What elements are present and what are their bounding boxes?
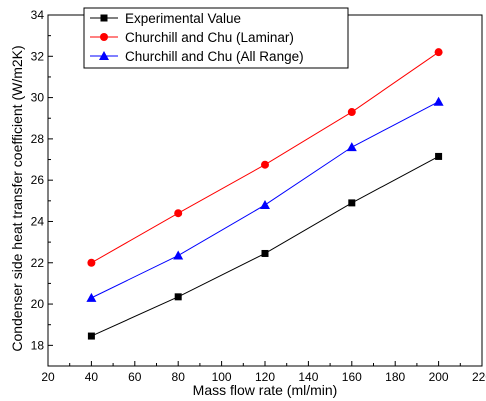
y-tick-label: 32 (31, 49, 45, 63)
series-layer (86, 48, 444, 340)
data-point-square (87, 332, 95, 340)
x-tick-label: 40 (85, 370, 99, 384)
data-point-circle (87, 258, 96, 267)
series-line (91, 51, 439, 264)
data-point-circle (347, 108, 356, 117)
y-tick-label: 30 (31, 91, 45, 105)
data-point-triangle (86, 292, 97, 302)
data-point-triangle (346, 142, 357, 152)
x-tick-label: 200 (429, 370, 449, 384)
x-tick-label: 180 (385, 370, 405, 384)
series-1 (87, 152, 443, 340)
data-point-triangle (99, 51, 109, 60)
x-tick-label: 20 (41, 370, 55, 384)
y-tick-label: 28 (31, 132, 45, 146)
legend-item: Churchill and Chu (Laminar) (90, 30, 294, 45)
legend-item: Churchill and Chu (All Range) (90, 49, 304, 64)
y-axis-ticks: 18 20 22 24 26 28 30 32 34 (31, 8, 53, 367)
x-axis-title: Mass flow rate (ml/min) (193, 382, 338, 398)
series-2 (87, 48, 443, 267)
data-point-square (348, 199, 356, 207)
legend: Experimental Value Churchill and Chu (Lam… (83, 7, 349, 69)
legend-item: Experimental Value (90, 11, 241, 26)
series-3 (86, 96, 444, 302)
legend-box (83, 7, 349, 69)
x-tick-label: 160 (342, 370, 362, 384)
legend-label: Experimental Value (125, 11, 241, 26)
x-tick-label: 220 (472, 370, 486, 384)
data-point-square (174, 293, 182, 301)
data-point-square (261, 249, 269, 257)
data-point-circle (434, 48, 443, 57)
y-axis-title: Condenser side heat transfer coefficient… (9, 45, 25, 351)
x-tick-label: 60 (128, 370, 142, 384)
data-point-circle (100, 33, 108, 41)
series-line (91, 155, 439, 337)
data-point-square (100, 14, 108, 22)
x-tick-label: 100 (212, 370, 232, 384)
y-tick-label: 26 (31, 173, 45, 187)
data-point-triangle (260, 199, 270, 209)
y-tick-label: 18 (31, 338, 45, 352)
data-point-circle (261, 160, 269, 169)
legend-label: Churchill and Chu (Laminar) (125, 30, 294, 45)
legend-label: Churchill and Chu (All Range) (125, 49, 304, 64)
x-tick-label: 140 (298, 370, 318, 384)
y-tick-label: 20 (31, 297, 45, 311)
data-point-triangle (173, 250, 184, 260)
y-tick-label: 22 (31, 256, 45, 270)
x-axis-ticks: 20 40 60 80 100 120 140 160 180 200 220 (41, 361, 486, 384)
data-point-square (435, 152, 443, 160)
y-tick-label: 34 (31, 8, 45, 22)
x-tick-label: 120 (255, 370, 275, 384)
data-point-triangle (433, 96, 444, 106)
data-point-circle (174, 209, 183, 218)
series-line (91, 101, 439, 299)
y-tick-label: 24 (31, 214, 45, 228)
x-tick-label: 80 (172, 370, 186, 384)
